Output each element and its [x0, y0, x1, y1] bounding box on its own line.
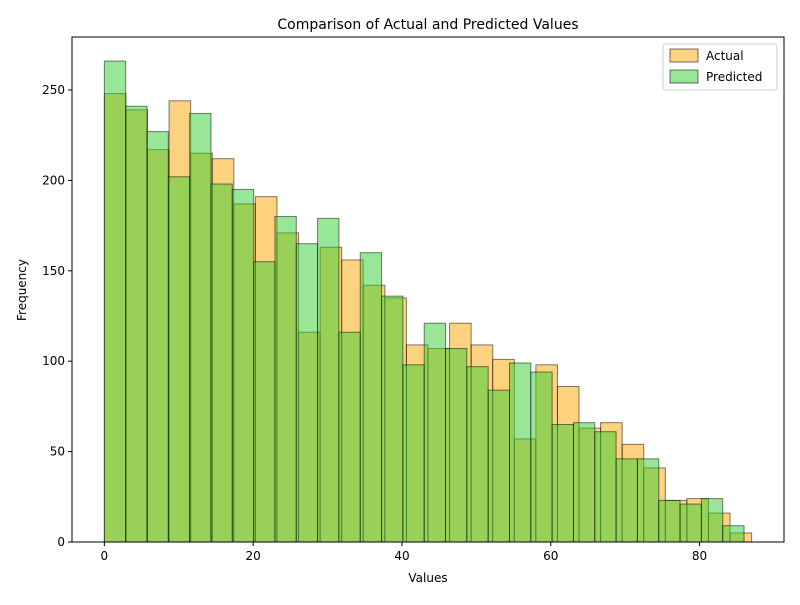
bar-predicted-4	[189, 112, 212, 543]
x-tick-label-3: 60	[543, 549, 558, 563]
bar-predicted-20	[530, 371, 553, 543]
x-tick-label-2: 40	[394, 549, 409, 563]
bar-predicted-26	[658, 499, 681, 543]
bar-predicted-27	[679, 503, 702, 543]
y-axis-label: Frequency	[15, 259, 29, 321]
y-tick-label-4: 200	[42, 173, 65, 187]
bar-predicted-1	[125, 105, 148, 543]
legend-swatch-predicted	[669, 69, 699, 84]
y-tick-label-3: 150	[42, 264, 65, 278]
x-axis-label: Values	[408, 571, 447, 585]
bar-predicted-8	[274, 216, 297, 543]
bar-predicted-11	[338, 331, 361, 543]
series-predicted-bars	[103, 60, 745, 543]
bar-predicted-15	[423, 322, 447, 543]
y-tick-label-5: 250	[42, 83, 65, 97]
x-tick-label-4: 80	[692, 549, 707, 563]
bar-predicted-5	[210, 183, 233, 543]
bar-predicted-29	[722, 525, 745, 543]
bar-predicted-0	[103, 60, 127, 543]
bar-predicted-22	[572, 422, 596, 543]
bar-predicted-17	[466, 366, 489, 543]
y-tick-label-1: 50	[50, 445, 65, 459]
bar-predicted-16	[445, 348, 468, 543]
y-tick-label-0: 0	[57, 535, 65, 549]
bar-predicted-24	[615, 458, 638, 543]
chart-title: Comparison of Actual and Predicted Value…	[277, 17, 578, 33]
bar-predicted-12	[359, 252, 383, 543]
legend: Actual Predicted	[662, 43, 778, 91]
bar-predicted-6	[231, 188, 255, 543]
bar-predicted-9	[295, 243, 319, 543]
x-tick-label-0: 0	[101, 549, 109, 563]
bar-predicted-19	[508, 362, 532, 543]
plot-frame	[71, 36, 785, 543]
bar-predicted-3	[167, 176, 191, 543]
bar-predicted-10	[317, 217, 340, 543]
y-axis: 0 50 100 150 200 250	[42, 83, 72, 549]
x-axis: 0 20 40 60 80	[101, 542, 707, 563]
bar-predicted-25	[636, 458, 660, 543]
x-tick-label-1: 20	[246, 549, 261, 563]
bar-predicted-13	[381, 295, 404, 543]
bar-predicted-18	[487, 389, 510, 543]
bar-predicted-21	[551, 423, 574, 543]
bar-predicted-2	[146, 131, 169, 543]
legend-swatch-actual	[669, 48, 699, 63]
bar-predicted-28	[700, 498, 724, 543]
bar-predicted-23	[594, 431, 617, 543]
y-tick-label-2: 100	[42, 354, 65, 368]
legend-label-actual: Actual	[706, 49, 744, 63]
bar-predicted-7	[253, 261, 276, 543]
legend-label-predicted: Predicted	[706, 70, 762, 84]
bar-predicted-14	[402, 364, 425, 543]
